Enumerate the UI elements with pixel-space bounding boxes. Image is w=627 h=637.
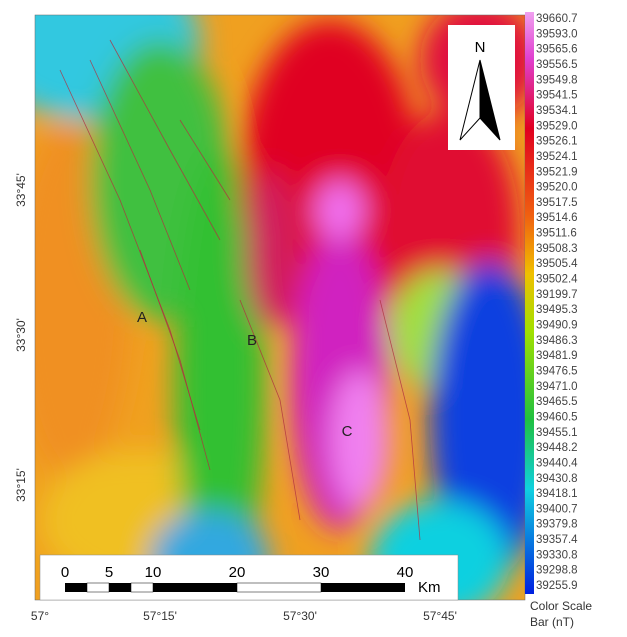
color-scale-label: 39549.8 [536,74,578,86]
color-scale-label: 39430.8 [536,473,578,485]
color-scale-label: 39490.9 [536,320,578,332]
color-scale-label: 39521.9 [536,166,578,178]
color-scale-label: 39505.4 [536,258,578,270]
longitude-label: 57°15' [143,609,177,623]
scale-label: 5 [105,564,113,581]
longitude-label: 57°45' [423,609,457,623]
color-scale-label: 39520.0 [536,182,578,194]
color-scale-label: 39455.1 [536,427,578,439]
color-scale-label: 39534.1 [536,105,578,117]
color-scale-label: 39476.5 [536,365,578,377]
color-scale-label: 39508.3 [536,243,578,255]
color-scale-label: 39440.4 [536,457,578,469]
scale-label: 0 [61,564,69,581]
color-scale-label: 39514.6 [536,212,578,224]
longitude-label: 57°30' [283,609,317,623]
zone-label: C [342,423,353,440]
color-scale-label: 39495.3 [536,304,578,316]
scale-label: 40 [397,564,414,581]
north-arrow: N [448,25,515,150]
scale-label: 10 [145,564,162,581]
color-scale-label: 39330.8 [536,549,578,561]
zone-label: B [247,332,257,349]
color-scale-label: 39357.4 [536,534,578,546]
color-scale-label: 39486.3 [536,335,578,347]
latitude-label: 33°15' [14,468,28,502]
color-scale-label: 39481.9 [536,350,578,362]
color-scale-label: 39460.5 [536,411,578,423]
color-scale-label: 39511.6 [536,228,577,240]
color-scale-label: 39529.0 [536,120,578,132]
color-scale-label: 39465.5 [536,396,578,408]
color-scale-label: 39556.5 [536,59,578,71]
color-scale-label: 39524.1 [536,151,578,163]
color-scale-label: 39593.0 [536,28,578,40]
north-label: N [475,39,486,56]
longitude-label: 57° [31,609,49,623]
color-scale-label: 39517.5 [536,197,578,209]
color-scale-label: 39660.7 [536,13,578,25]
color-scale-label: 39379.8 [536,519,578,531]
latitude-label: 33°30' [14,318,28,352]
color-scale-label: 39526.1 [536,136,578,148]
scale-label: 20 [229,564,246,581]
color-scale-label: 39400.7 [536,503,578,515]
scale-unit: Km [418,579,441,596]
scale-label: 30 [313,564,330,581]
map-figure: N 0 5 10 20 30 40Km A B C 39660.7 39593.0 39565… [0,0,627,632]
latitude-label: 33°45' [14,173,28,207]
color-scale-label: 39199.7 [536,289,578,301]
color-scale-title: Color Scale [530,599,592,613]
color-scale-label: 39255.9 [536,580,578,592]
color-scale-label: 39298.8 [536,565,578,577]
color-scale-title: Bar (nT) [530,615,574,629]
color-scale-label: 39418.1 [536,488,578,500]
color-scale-label: 39448.2 [536,442,578,454]
color-bar [525,12,534,594]
color-scale-label: 39541.5 [536,90,578,102]
color-scale-label: 39502.4 [536,274,578,286]
zone-label: A [137,309,147,326]
color-scale-label: 39565.6 [536,44,578,56]
color-scale-label: 39471.0 [536,381,578,393]
